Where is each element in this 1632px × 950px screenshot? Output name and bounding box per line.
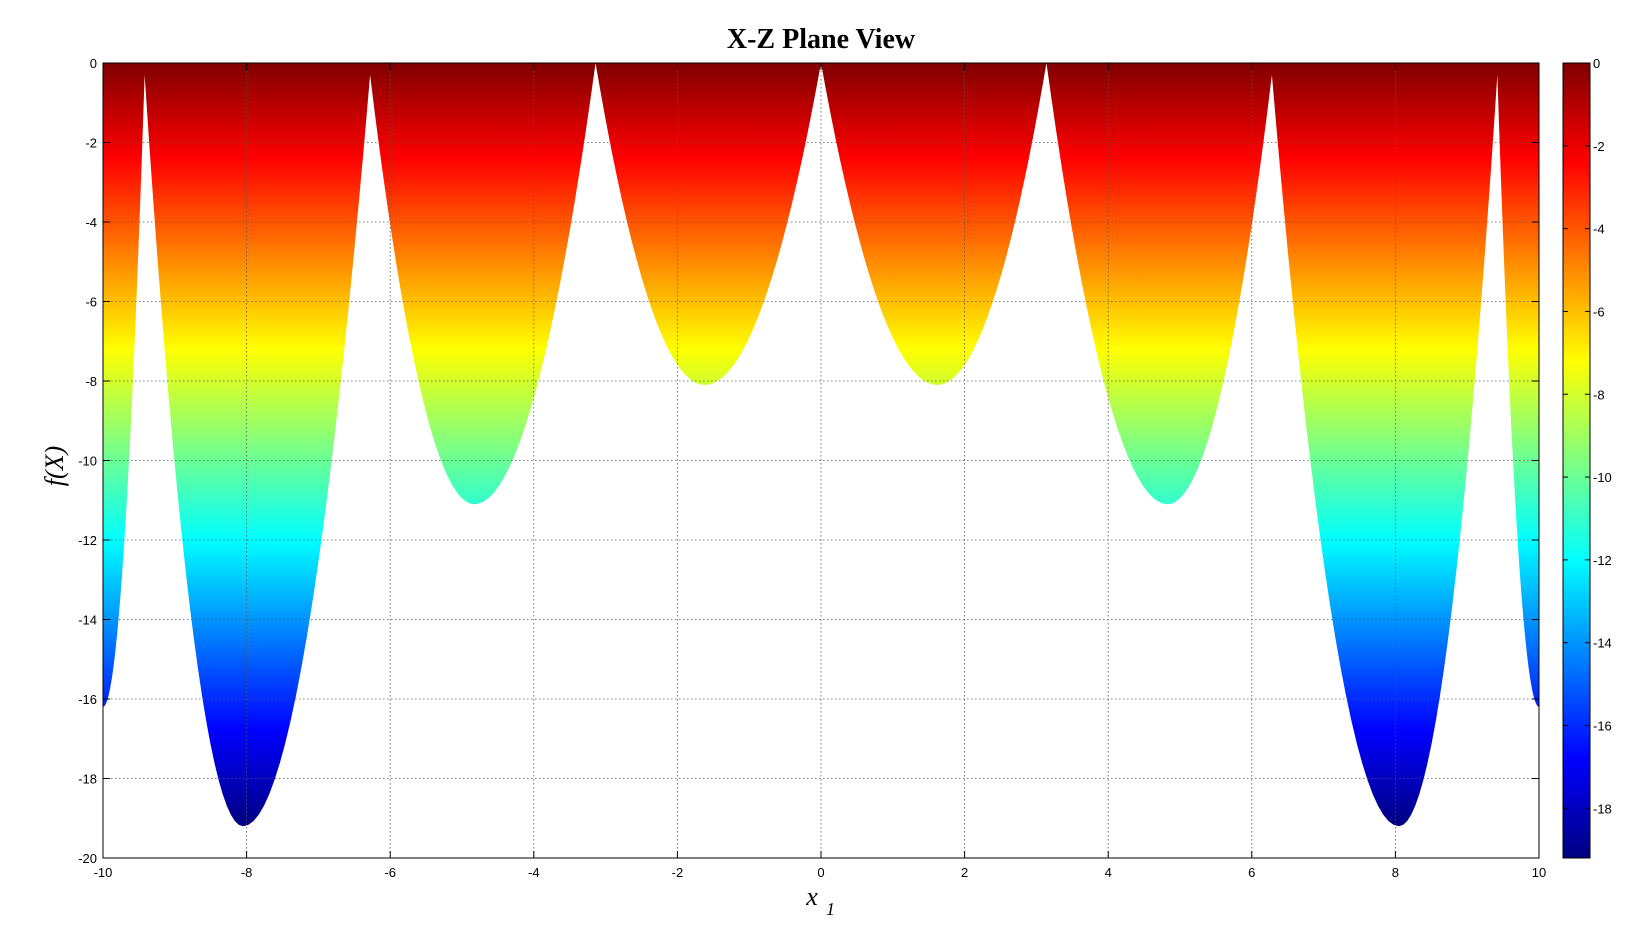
y-tick-label: -16 [78,692,97,707]
x-axis-label: x 1 [805,882,835,919]
y-tick-label: -4 [85,215,97,230]
x-tick-label: -8 [241,865,253,880]
grid-layer [103,63,1539,858]
colorbar-tick-label: -10 [1593,470,1612,485]
colorbar: 0 -2 -4 -6 -8 -10 -12 -14 -16 -18 [1562,56,1612,859]
x-tick-label: 0 [817,865,824,880]
x-axis-label-main: x [805,882,818,911]
y-axis: 0 -2 -4 -6 -8 -10 -12 -14 -16 -18 -20 [78,56,1539,866]
x-axis-label-subscript: 1 [826,899,835,919]
y-tick-label: -12 [78,533,97,548]
y-tick-label: -20 [78,851,97,866]
y-tick-label: -6 [85,295,97,310]
colorbar-tick-label: -18 [1593,801,1612,816]
x-tick-label: -6 [384,865,396,880]
colorbar-tick-label: -12 [1593,553,1612,568]
colorbar-tick-label: -6 [1593,304,1605,319]
plot-area: -10 -8 -6 -4 -2 0 2 4 6 8 10 0-2-4-6-8-10-12-14-16… [78,56,1546,880]
x-tick-label: 10 [1532,865,1546,880]
x-tick-label: 8 [1392,865,1399,880]
x-tick-label: 2 [961,865,968,880]
colorbar-tick-label: -4 [1593,222,1605,237]
colorbar-ticks: 0 -2 -4 -6 -8 -10 -12 -14 -16 -18 [1563,56,1612,816]
surface-fill [103,63,1539,827]
chart-title: X-Z Plane View [727,24,916,55]
x-tick-label: 6 [1248,865,1255,880]
y-tick-label: 0 [90,56,97,71]
colorbar-tick-label: -8 [1593,387,1605,402]
surface-layer [103,63,1539,827]
y-tick-label: -10 [78,454,97,469]
y-tick-label: -8 [85,374,97,389]
y-tick-label: -18 [78,772,97,787]
x-tick-label: -10 [94,865,113,880]
y-tick-label: -14 [78,613,97,628]
x-tick-label: -4 [528,865,540,880]
colorbar-tick-label: -14 [1593,636,1612,651]
colorbar-tick-label: -16 [1593,719,1612,734]
colorbar-tick-label: -2 [1593,139,1605,154]
x-tick-label: 4 [1105,865,1112,880]
colorbar-gradient [1562,62,1591,859]
x-axis: -10 -8 -6 -4 -2 0 2 4 6 8 10 [94,63,1546,880]
x-tick-label: -2 [672,865,684,880]
y-axis-label: f(X) [40,446,69,486]
y-tick-label: -2 [85,136,97,151]
colorbar-tick-label: 0 [1593,56,1600,71]
